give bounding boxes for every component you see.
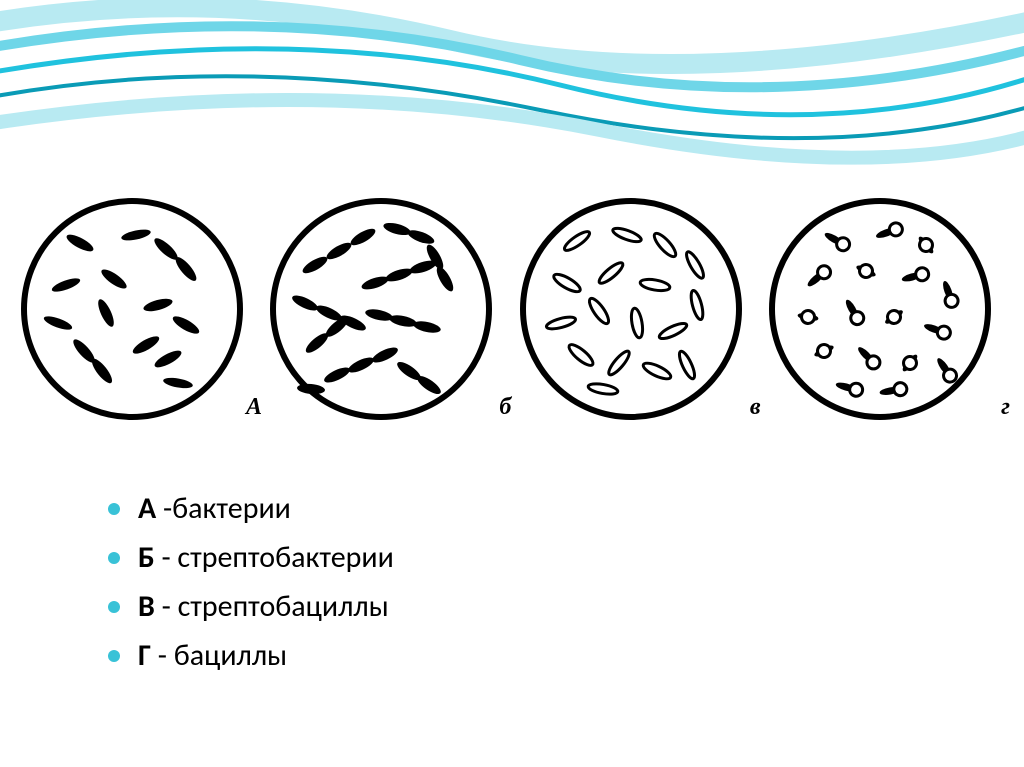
bullet-icon: [108, 601, 120, 613]
legend-item-G: Г - бациллы: [108, 637, 394, 674]
dish-B: б: [267, 195, 507, 423]
legend-text-A: А -бактерии: [138, 490, 291, 527]
legend: А -бактерии Б - стрептобактерии В - стре…: [108, 490, 394, 686]
bullet-icon: [108, 503, 120, 515]
decorative-waves: [0, 0, 1024, 180]
legend-text-G: Г - бациллы: [138, 637, 287, 674]
dish-G: г: [766, 195, 1006, 423]
dish-label-A: А: [246, 394, 262, 421]
legend-item-B: Б - стрептобактерии: [108, 539, 394, 576]
bullet-icon: [108, 552, 120, 564]
legend-text-V: В - стрептобациллы: [138, 588, 389, 625]
legend-item-A: А -бактерии: [108, 490, 394, 527]
dish-V: в: [517, 195, 757, 423]
petri-dish-row: А б в г: [18, 195, 1006, 423]
legend-text-B: Б - стрептобактерии: [138, 539, 394, 576]
dish-label-B: б: [499, 394, 511, 421]
dish-A: А: [18, 195, 258, 423]
bullet-icon: [108, 650, 120, 662]
dish-label-G: г: [1001, 394, 1010, 421]
legend-item-V: В - стрептобациллы: [108, 588, 394, 625]
dish-label-V: в: [750, 394, 761, 421]
